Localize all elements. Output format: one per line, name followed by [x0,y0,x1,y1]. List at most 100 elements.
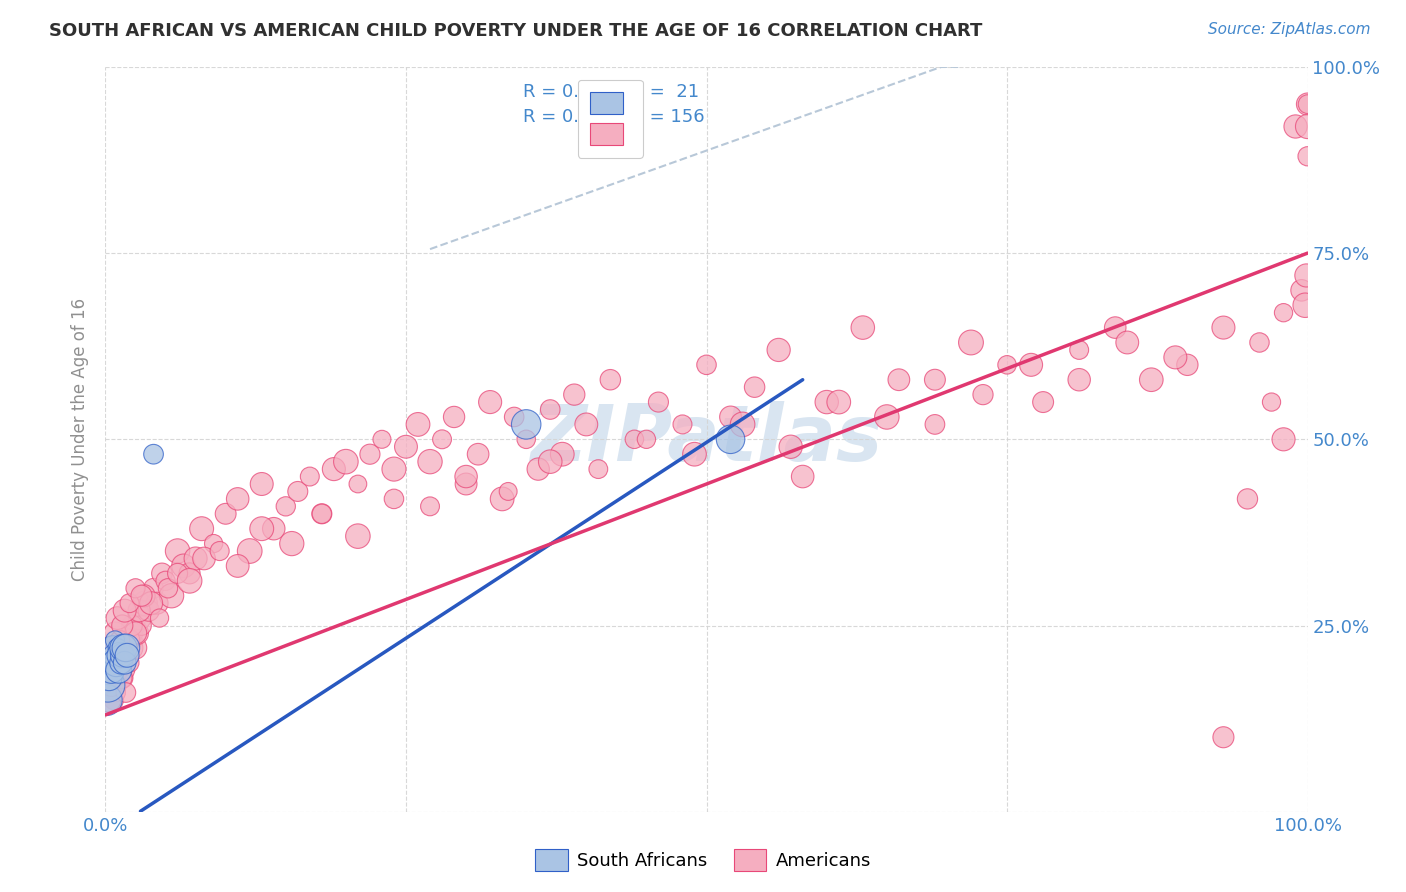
Point [1296,97,1319,112]
Point [107,656,129,670]
Point [274,500,297,514]
Point [96,693,118,707]
Point [1019,358,1042,372]
Point [98,656,121,670]
Point [1272,306,1295,320]
Legend: South Africans, Americans: South Africans, Americans [527,842,879,879]
Point [960,335,983,350]
Point [538,455,561,469]
Point [359,447,381,461]
Point [311,507,333,521]
Point [173,558,195,573]
Point [924,373,946,387]
Point [287,484,309,499]
Point [115,633,138,648]
Point [104,633,127,648]
Point [1140,373,1163,387]
Point [103,640,125,655]
Point [107,611,129,625]
Point [1212,320,1234,334]
Point [382,462,405,476]
Point [108,663,131,677]
Point [430,433,453,447]
Point [924,417,946,432]
Point [155,574,177,588]
Point [103,648,125,663]
Point [107,656,129,670]
Point [166,544,188,558]
Point [156,582,179,596]
Point [122,633,145,648]
Point [1295,268,1317,283]
Point [479,395,502,409]
Point [202,536,225,550]
Point [551,447,574,461]
Point [160,589,183,603]
Point [599,373,621,387]
Point [139,596,162,610]
Text: R = 0.813   N =  21: R = 0.813 N = 21 [523,83,699,102]
Point [371,433,394,447]
Point [671,417,693,432]
Point [792,469,814,483]
Point [1116,335,1139,350]
Point [1284,120,1306,134]
Point [515,417,537,432]
Point [184,551,207,566]
Legend: , : , [578,79,643,158]
Point [104,626,127,640]
Point [1236,491,1258,506]
Y-axis label: Child Poverty Under the Age of 16: Child Poverty Under the Age of 16 [72,298,90,581]
Point [419,500,441,514]
Point [623,433,645,447]
Point [281,536,304,550]
Point [111,618,134,632]
Point [720,433,742,447]
Point [124,582,146,596]
Point [1260,395,1282,409]
Point [1296,149,1319,163]
Point [98,656,121,670]
Point [250,522,273,536]
Point [226,558,249,573]
Point [731,417,754,432]
Point [1272,433,1295,447]
Point [1296,120,1319,134]
Point [112,640,135,655]
Point [110,648,132,663]
Point [114,656,136,670]
Point [142,447,165,461]
Point [111,671,134,685]
Point [995,358,1018,372]
Point [208,544,231,558]
Point [121,618,143,632]
Point [128,611,150,625]
Point [124,626,146,640]
Point [828,395,851,409]
Point [107,671,129,685]
Point [98,671,121,685]
Point [114,604,136,618]
Point [1249,335,1271,350]
Point [124,618,146,632]
Text: ZIPatlas: ZIPatlas [530,401,883,477]
Point [347,529,370,543]
Point [1212,730,1234,744]
Point [226,491,249,506]
Point [496,484,519,499]
Point [179,566,201,581]
Point [98,671,121,685]
Point [193,551,215,566]
Point [120,640,142,655]
Point [150,566,173,581]
Point [768,343,790,357]
Point [112,648,135,663]
Point [298,469,321,483]
Point [97,656,120,670]
Point [419,455,441,469]
Point [467,447,489,461]
Point [105,685,128,699]
Point [1294,298,1316,312]
Point [250,477,273,491]
Point [97,678,120,692]
